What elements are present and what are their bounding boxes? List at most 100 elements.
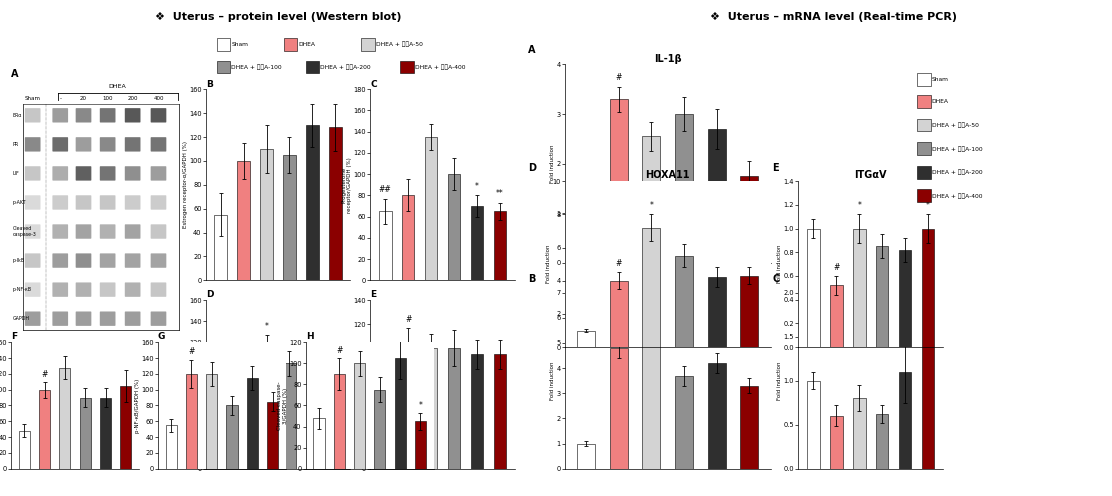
Bar [577, 443, 595, 469]
Text: Sham: Sham [932, 77, 949, 82]
Title: iNOS: iNOS [654, 282, 682, 292]
Text: F: F [11, 332, 18, 341]
Text: DHEA: DHEA [298, 42, 315, 47]
FancyBboxPatch shape [52, 311, 68, 326]
FancyBboxPatch shape [100, 108, 116, 123]
Text: DHEA + 제방A-400: DHEA + 제방A-400 [415, 64, 465, 70]
FancyBboxPatch shape [100, 224, 116, 239]
FancyBboxPatch shape [100, 195, 116, 210]
Text: *: * [857, 201, 861, 210]
Bar [401, 195, 415, 280]
FancyBboxPatch shape [100, 253, 116, 268]
Text: DHEA + 제방A-50: DHEA + 제방A-50 [376, 42, 423, 48]
Text: G: G [158, 332, 166, 341]
Bar [379, 402, 391, 469]
FancyBboxPatch shape [52, 282, 68, 297]
Bar [922, 332, 934, 469]
Text: D: D [528, 163, 536, 173]
Y-axis label: p-NF-κB/GAPDH (%): p-NF-κB/GAPDH (%) [135, 378, 140, 433]
Bar [876, 247, 888, 347]
Text: *: * [926, 201, 930, 210]
Text: A: A [11, 69, 19, 79]
FancyBboxPatch shape [125, 311, 140, 326]
Bar [80, 398, 91, 469]
Bar [898, 250, 912, 347]
Bar [448, 174, 460, 280]
Text: C: C [370, 79, 377, 88]
FancyBboxPatch shape [76, 224, 91, 239]
Text: Cleaved
caspase-3: Cleaved caspase-3 [13, 226, 37, 237]
Text: D: D [206, 290, 214, 299]
Bar [100, 398, 111, 469]
Bar [19, 431, 30, 469]
Bar [876, 414, 888, 469]
Text: #: # [616, 259, 622, 268]
FancyBboxPatch shape [100, 137, 116, 152]
Text: ##: ## [613, 324, 625, 333]
Bar [922, 229, 934, 347]
Bar [853, 229, 865, 347]
FancyBboxPatch shape [100, 166, 116, 181]
Bar [577, 213, 595, 263]
FancyBboxPatch shape [76, 195, 91, 210]
Y-axis label: Estrogen receptor-α/GAPDH (%): Estrogen receptor-α/GAPDH (%) [182, 141, 188, 228]
Text: Sham: Sham [231, 42, 248, 47]
Bar [830, 286, 843, 347]
Bar [741, 276, 758, 347]
Bar [675, 375, 693, 469]
Bar [215, 215, 227, 280]
Bar [675, 256, 693, 347]
Bar [284, 363, 296, 469]
Bar [898, 372, 912, 469]
Text: E: E [773, 163, 780, 173]
Bar [609, 99, 628, 263]
Y-axis label: Fold induction: Fold induction [777, 362, 782, 400]
Text: DHEA: DHEA [932, 99, 949, 104]
Bar [354, 363, 365, 469]
Text: 100: 100 [102, 96, 113, 101]
FancyBboxPatch shape [24, 108, 40, 123]
Text: H: H [306, 332, 314, 341]
Text: DHEA + 제방A-50: DHEA + 제방A-50 [932, 122, 979, 128]
Text: ERα: ERα [13, 113, 22, 118]
Bar [334, 374, 345, 469]
Text: B: B [528, 274, 535, 284]
Text: p-NF-κB: p-NF-κB [13, 287, 32, 292]
Bar [494, 211, 506, 280]
Text: **: ** [496, 189, 504, 198]
Bar [577, 331, 595, 347]
Bar [166, 425, 177, 469]
FancyBboxPatch shape [125, 137, 140, 152]
Bar [470, 206, 484, 280]
Text: LIF: LIF [13, 171, 20, 176]
FancyBboxPatch shape [150, 137, 167, 152]
Title: HOXA11: HOXA11 [645, 170, 691, 180]
Bar [425, 137, 437, 280]
FancyBboxPatch shape [125, 224, 140, 239]
Y-axis label: Fold induction: Fold induction [546, 245, 550, 283]
Title: ITGαV: ITGαV [854, 170, 887, 180]
Bar [395, 358, 406, 469]
Title: IL-1β: IL-1β [654, 54, 682, 63]
Bar [306, 384, 319, 469]
Bar [830, 416, 843, 469]
FancyBboxPatch shape [150, 311, 167, 326]
Text: Sham: Sham [24, 96, 41, 101]
Bar [807, 229, 820, 347]
Bar [707, 277, 726, 347]
Bar [643, 323, 661, 469]
Text: *: * [926, 306, 930, 314]
Bar [375, 390, 386, 469]
Bar [237, 161, 250, 280]
FancyBboxPatch shape [24, 195, 40, 210]
Y-axis label: Fold induction: Fold induction [777, 245, 782, 283]
Text: PR: PR [13, 142, 19, 147]
Text: ❖  Uterus – mRNA level (Real-time PCR): ❖ Uterus – mRNA level (Real-time PCR) [711, 12, 957, 22]
Text: #: # [833, 263, 840, 272]
Bar [284, 155, 296, 280]
Bar [39, 390, 50, 469]
Text: 20: 20 [80, 96, 87, 101]
Bar [741, 176, 758, 263]
Text: #: # [188, 348, 195, 357]
Y-axis label: Progesterone
receptor/GAPDH (%): Progesterone receptor/GAPDH (%) [341, 157, 353, 213]
